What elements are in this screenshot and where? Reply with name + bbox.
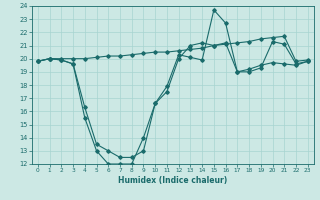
- X-axis label: Humidex (Indice chaleur): Humidex (Indice chaleur): [118, 176, 228, 185]
